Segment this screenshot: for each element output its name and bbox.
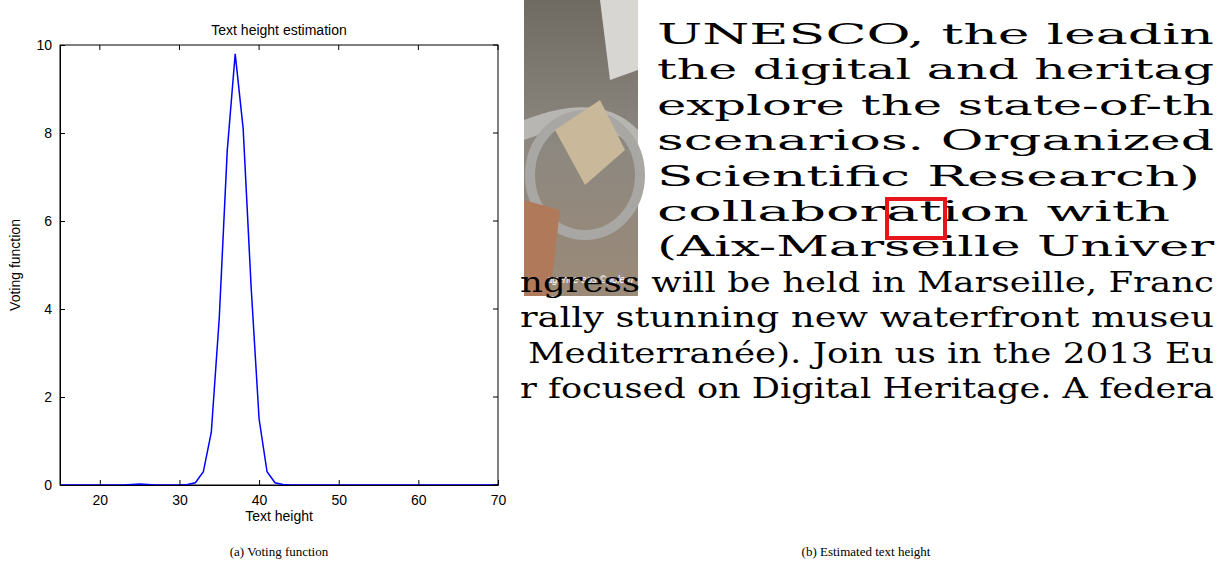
x-tick: 20 bbox=[93, 480, 109, 508]
y-tick-label: 10 bbox=[36, 37, 52, 53]
document-line: ngress will be held in Marseille, Franc bbox=[520, 266, 1214, 299]
plot-frame bbox=[60, 45, 498, 485]
document-line: rally stunning new waterfront museu bbox=[520, 301, 1214, 334]
photo-building bbox=[600, 0, 638, 80]
y-axis: 0 2 4 6 8 10 bbox=[36, 37, 65, 493]
y-tick: 0 bbox=[44, 477, 65, 493]
x-tick-mark-top bbox=[99, 45, 100, 50]
y-tick-mark-right bbox=[493, 309, 498, 310]
plot-area bbox=[60, 54, 498, 485]
x-tick-mark-top bbox=[498, 45, 499, 50]
y-tick-mark bbox=[60, 397, 65, 398]
x-tick: 60 bbox=[411, 480, 427, 508]
y-tick-label: 8 bbox=[44, 125, 52, 141]
x-tick-mark bbox=[418, 480, 419, 485]
y-tick-label: 6 bbox=[44, 213, 52, 229]
caption: (a) Voting function bbox=[230, 544, 329, 559]
y-tick-mark-right bbox=[493, 221, 498, 222]
x-tick: 30 bbox=[172, 480, 188, 508]
figure: 20 30 40 50 60 70 0 2 4 6 8 10 Text height estimatio… bbox=[0, 0, 1220, 571]
x-tick-label: 20 bbox=[93, 492, 109, 508]
y-tick-mark-right bbox=[493, 133, 498, 134]
y-axis-line bbox=[60, 46, 61, 486]
y-tick-mark bbox=[60, 45, 65, 46]
x-tick-mark bbox=[179, 480, 180, 485]
x-tick-mark-top bbox=[418, 45, 419, 50]
y-tick-mark-right bbox=[493, 397, 498, 398]
height-box bbox=[887, 199, 945, 238]
caption: (b) Estimated text height bbox=[802, 544, 931, 559]
document-image: agence aps ©golemUNESCO, the leadinthe d… bbox=[520, 0, 1215, 405]
y-tick: 2 bbox=[44, 389, 65, 405]
x-tick-mark bbox=[498, 480, 499, 485]
document-line: UNESCO, the leadin bbox=[657, 18, 1214, 51]
data-line bbox=[60, 54, 498, 485]
document-line: scenarios. Organized bbox=[657, 124, 1214, 157]
x-tick-label: 70 bbox=[491, 492, 507, 508]
photo-building bbox=[555, 100, 625, 185]
document-line: Scientific Research) bbox=[657, 160, 1200, 193]
x-axis-title: Text height bbox=[245, 508, 313, 524]
y-tick-mark-right bbox=[493, 45, 498, 46]
x-axis-line bbox=[61, 485, 499, 486]
chart-title: Text height estimation bbox=[211, 22, 346, 38]
x-tick-mark-top bbox=[259, 45, 260, 50]
document-line: Mediterranée). Join us in the 2013 Eu bbox=[528, 337, 1214, 370]
y-tick-label: 4 bbox=[44, 301, 52, 317]
x-tick: 40 bbox=[252, 480, 268, 508]
x-axis: 20 30 40 50 60 70 bbox=[61, 480, 507, 508]
x-tick-mark bbox=[339, 480, 340, 485]
document-line: r focused on Digital Heritage. A federa bbox=[520, 372, 1214, 405]
document-line: the digital and heritag bbox=[657, 53, 1214, 86]
y-tick: 8 bbox=[44, 125, 65, 141]
x-tick-mark-top bbox=[179, 45, 180, 50]
x-tick-mark bbox=[100, 480, 101, 485]
y-tick-label: 2 bbox=[44, 389, 52, 405]
y-tick-mark bbox=[60, 485, 65, 486]
x-tick-label: 50 bbox=[331, 492, 347, 508]
y-tick: 10 bbox=[36, 37, 65, 53]
x-tick-label: 30 bbox=[172, 492, 188, 508]
y-tick: 6 bbox=[44, 213, 65, 229]
y-tick: 4 bbox=[44, 301, 65, 317]
y-tick-mark bbox=[60, 309, 65, 310]
x-tick-mark bbox=[259, 480, 260, 485]
x-tick-label: 40 bbox=[252, 492, 268, 508]
document-line: explore the state-of-th bbox=[657, 89, 1214, 122]
document-line: (Aix-Marseille Univer bbox=[657, 230, 1215, 263]
x-tick-mark-top bbox=[338, 45, 339, 50]
x-tick: 50 bbox=[331, 480, 347, 508]
x-tick: 70 bbox=[491, 480, 507, 508]
y-tick-label: 0 bbox=[44, 477, 52, 493]
x-tick-label: 60 bbox=[411, 492, 427, 508]
y-tick-mark bbox=[60, 221, 65, 222]
y-axis-title: Voting function bbox=[7, 219, 23, 311]
y-tick-mark bbox=[60, 133, 65, 134]
y-tick-mark-right bbox=[493, 485, 498, 486]
